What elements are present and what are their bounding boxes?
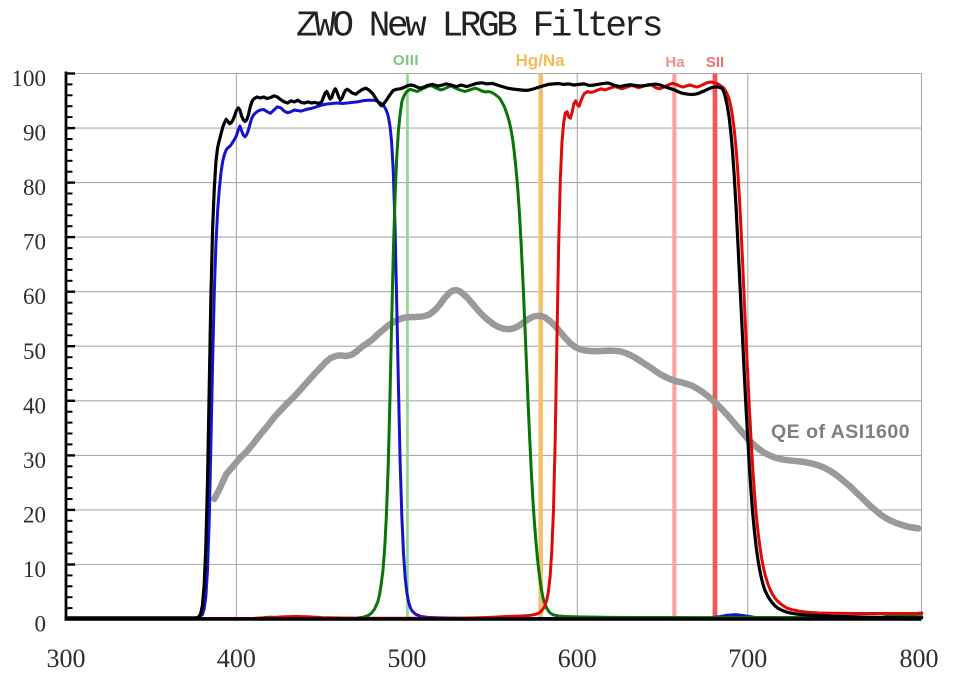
svg-text:ZWO New LRGB Filters: ZWO New LRGB Filters [296,6,661,47]
svg-text:0: 0 [35,612,47,637]
svg-text:40: 40 [23,393,46,418]
svg-text:90: 90 [23,121,46,146]
svg-text:100: 100 [12,66,47,91]
svg-text:SII: SII [706,54,724,71]
svg-text:QE of ASI1600: QE of ASI1600 [771,421,910,443]
svg-text:700: 700 [728,644,767,673]
svg-text:400: 400 [217,644,256,673]
svg-text:70: 70 [23,230,46,255]
svg-text:80: 80 [23,175,46,200]
svg-text:300: 300 [47,644,86,673]
svg-text:OIII: OIII [393,52,419,69]
svg-text:60: 60 [23,284,46,309]
svg-text:800: 800 [900,644,939,673]
svg-text:Ha: Ha [665,54,685,71]
svg-text:10: 10 [23,557,46,582]
svg-text:600: 600 [558,644,597,673]
svg-text:30: 30 [23,448,46,473]
svg-text:20: 20 [23,502,46,527]
svg-text:500: 500 [387,644,426,673]
svg-text:Hg/Na: Hg/Na [515,51,565,70]
svg-text:50: 50 [23,339,46,364]
